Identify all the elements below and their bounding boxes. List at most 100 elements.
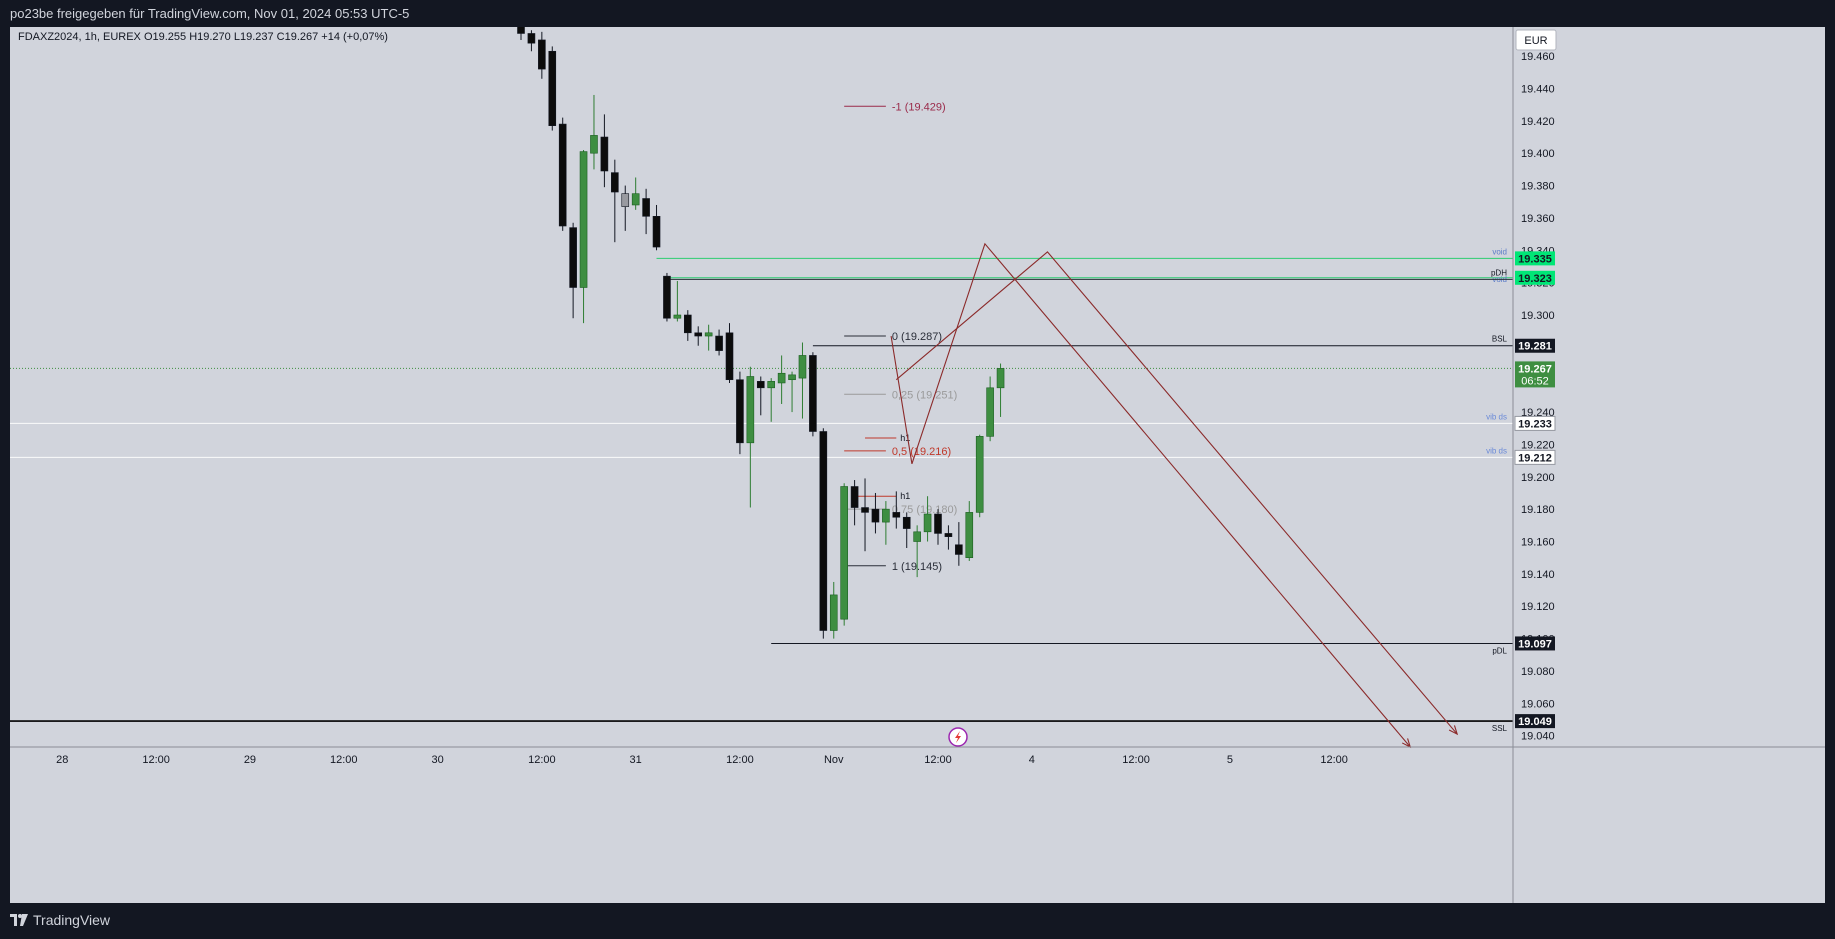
y-tick-label: 19.300 bbox=[1521, 310, 1555, 322]
label-void-upper: void bbox=[1492, 247, 1507, 256]
y-tick-label: 19.200 bbox=[1521, 472, 1555, 484]
price-label: 19.097 bbox=[1518, 638, 1552, 650]
x-tick-label: 12:00 bbox=[1320, 754, 1348, 766]
time-axis: 28 12:00 29 12:00 30 12:00 31 12:00 Nov 12:00 4 12:… bbox=[56, 754, 1348, 766]
candle-body bbox=[819, 431, 828, 631]
fib-retracement: -1 (19.429) 0 (19.287) 0,25 (19.251) 0,5 (1… bbox=[844, 101, 957, 573]
currency-button[interactable]: EUR bbox=[1515, 29, 1557, 51]
candle-body bbox=[548, 50, 557, 126]
price-label-bg bbox=[1514, 449, 1556, 465]
label-pdl: pDL bbox=[1492, 646, 1507, 655]
price-label: 19.335 bbox=[1518, 253, 1552, 265]
fib-label: 0 (19.287) bbox=[892, 331, 942, 343]
lightning-icon[interactable] bbox=[948, 727, 968, 747]
snapshot-text: po23be freigegeben für TradingView.com, … bbox=[10, 6, 410, 21]
projection-path-1 bbox=[890, 242, 1411, 748]
x-tick-label: 12:00 bbox=[1122, 754, 1150, 766]
y-tick-label: 19.340 bbox=[1521, 245, 1555, 257]
price-label-bg bbox=[1515, 251, 1555, 266]
currency-label: EUR bbox=[1524, 35, 1547, 47]
price-label: 19.281 bbox=[1518, 341, 1552, 353]
label-ssl: SSL bbox=[1492, 724, 1508, 733]
current-price-label: 19.267 bbox=[1518, 363, 1552, 375]
y-tick-label: 19.380 bbox=[1521, 181, 1555, 193]
candle-body bbox=[840, 486, 848, 620]
fib-label: 0,75 (19.180) bbox=[892, 504, 957, 516]
arrow-head bbox=[1448, 725, 1459, 736]
price-label-bg bbox=[1515, 714, 1555, 729]
candle-body bbox=[558, 123, 567, 227]
x-tick-label: 12:00 bbox=[330, 754, 358, 766]
candle-body bbox=[631, 193, 640, 206]
y-tick-label: 19.360 bbox=[1521, 213, 1555, 225]
candle-body bbox=[767, 381, 776, 389]
candle-body bbox=[975, 436, 984, 513]
price-label: 19.233 bbox=[1518, 418, 1552, 430]
candle-body bbox=[663, 275, 671, 319]
label-bsl: BSL bbox=[1492, 335, 1508, 344]
candles bbox=[517, 27, 1005, 639]
x-tick-label: 31 bbox=[630, 754, 642, 766]
x-tick-label: 28 bbox=[56, 754, 68, 766]
candle-body bbox=[704, 332, 713, 337]
projection-path-2 bbox=[895, 251, 1458, 735]
price-label-bg bbox=[1515, 270, 1555, 285]
candle-body bbox=[798, 355, 807, 379]
y-tick-label: 19.420 bbox=[1521, 116, 1555, 128]
candle-body bbox=[965, 512, 974, 558]
y-tick-label: 19.160 bbox=[1521, 537, 1555, 549]
price-label-bg bbox=[1514, 415, 1556, 431]
candle-body bbox=[538, 39, 546, 70]
candle-body bbox=[756, 381, 765, 389]
candle-body bbox=[955, 544, 963, 555]
y-tick-label: 19.120 bbox=[1521, 601, 1555, 613]
candle-body bbox=[777, 372, 786, 384]
candle-body bbox=[882, 508, 890, 523]
tradingview-logo-icon bbox=[10, 914, 28, 926]
candle-body bbox=[517, 27, 525, 34]
candle-body bbox=[621, 193, 630, 207]
y-tick-label: 19.400 bbox=[1521, 148, 1555, 160]
projections bbox=[890, 242, 1459, 749]
tradingview-logo[interactable]: TradingView bbox=[10, 912, 110, 928]
candle-body bbox=[569, 227, 577, 288]
y-tick-label: 19.440 bbox=[1521, 83, 1555, 95]
x-tick-label: 12:00 bbox=[142, 754, 170, 766]
x-tick-label: Nov bbox=[824, 754, 844, 766]
brand-name: TradingView bbox=[33, 912, 111, 928]
candle-body bbox=[652, 216, 661, 248]
label-pdh: pDH bbox=[1491, 268, 1507, 277]
current-price-bg bbox=[1515, 361, 1555, 388]
countdown-label: 06:52 bbox=[1521, 375, 1549, 387]
x-tick-label: 12:00 bbox=[924, 754, 952, 766]
price-label-bg bbox=[1515, 636, 1555, 651]
h1-label: h1 bbox=[900, 491, 910, 501]
candle-body bbox=[913, 531, 921, 542]
label-vib-upper: vib ds bbox=[1486, 412, 1507, 421]
price-label-bg bbox=[1515, 338, 1555, 353]
y-tick-label: 19.060 bbox=[1521, 698, 1555, 710]
candle-body bbox=[861, 507, 869, 513]
y-tick-label: 19.080 bbox=[1521, 666, 1555, 678]
price-label: 19.212 bbox=[1518, 452, 1552, 464]
candle-body bbox=[579, 151, 588, 288]
price-label: 19.049 bbox=[1518, 716, 1552, 728]
candle-body bbox=[809, 355, 817, 432]
candle-body bbox=[600, 136, 609, 172]
candle-body bbox=[944, 533, 953, 537]
footer-bar: TradingView bbox=[0, 903, 1835, 939]
candle-body bbox=[590, 135, 598, 154]
candle-body bbox=[683, 314, 692, 334]
snapshot-header: po23be freigegeben für TradingView.com, … bbox=[0, 0, 1835, 27]
candle-body bbox=[611, 172, 619, 193]
candle-body bbox=[902, 516, 911, 529]
candle-body bbox=[694, 332, 703, 337]
price-axis: 19.04019.06019.08019.10019.12019.14019.1… bbox=[10, 27, 1825, 903]
candle-body bbox=[527, 33, 536, 44]
h1-label: h1 bbox=[900, 433, 910, 443]
y-tick-label: 19.040 bbox=[1521, 731, 1555, 743]
candle-body bbox=[746, 376, 755, 444]
candle-body bbox=[725, 332, 734, 381]
